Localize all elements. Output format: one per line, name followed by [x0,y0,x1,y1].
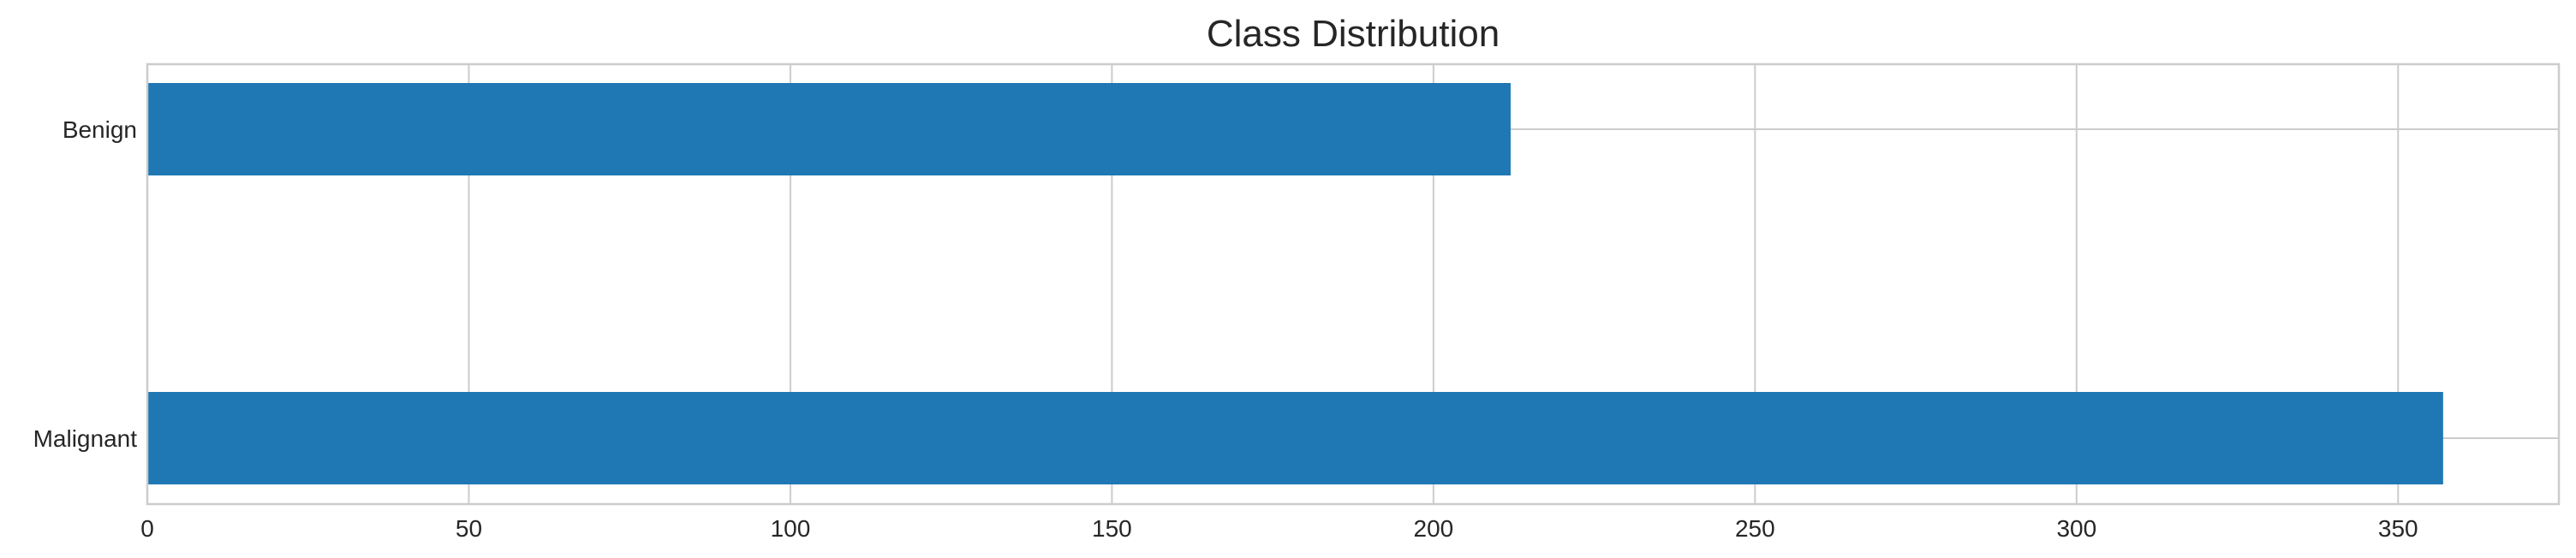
bar-malignant [147,392,2443,484]
x-tick-label: 350 [2378,515,2418,542]
plot-frame [146,62,2561,506]
bars-layer [147,83,2443,484]
x-tick-label: 300 [2056,515,2096,542]
x-tick-label: 0 [140,515,154,542]
x-tick-label: 50 [456,515,482,542]
x-tick-label: 150 [1092,515,1132,542]
x-tick-label: 250 [1735,515,1775,542]
y-tick-label-benign: Benign [63,116,137,143]
bar-benign [147,83,1511,175]
x-tick-label: 100 [771,515,811,542]
chart-title: Class Distribution [1207,13,1500,55]
y-tick-label-malignant: Malignant [33,425,138,452]
x-tick-labels: 0 50 100 150 200 250 300 350 [140,515,2418,542]
x-tick-label: 200 [1414,515,1454,542]
y-tick-labels: Benign Malignant [33,116,138,452]
